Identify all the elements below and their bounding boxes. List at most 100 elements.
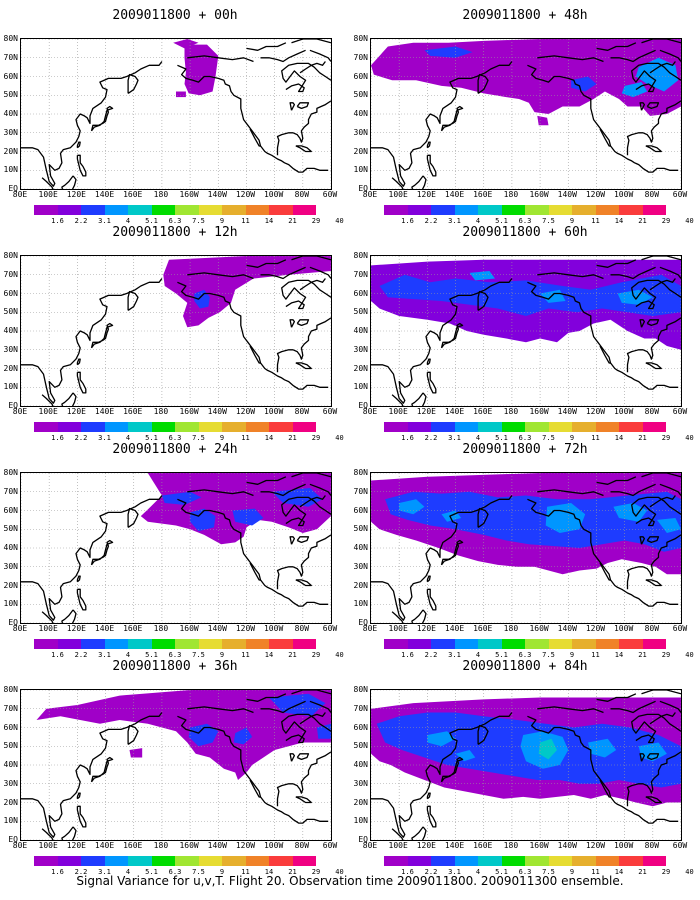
colorbar-swatch — [128, 422, 152, 432]
coastline — [631, 62, 681, 93]
colorbar-swatch — [595, 639, 619, 649]
coastline — [291, 690, 331, 695]
longitude-label: 80W — [294, 407, 310, 416]
colorbar-label: 1.6 — [401, 434, 414, 442]
latitude-label: 70N — [353, 703, 368, 713]
latitude-label: 50N — [353, 90, 368, 100]
latitude-label: 30N — [353, 778, 368, 788]
coastline — [249, 345, 261, 364]
colorbar — [34, 422, 316, 432]
latitude-label: EQ — [358, 618, 368, 627]
latitude-label: 30N — [353, 127, 368, 137]
longitude-label: 160E — [123, 190, 143, 199]
longitude-label: 80W — [294, 190, 310, 199]
latitude-label: 60N — [353, 722, 368, 732]
colorbar-swatch — [269, 856, 293, 866]
coastline — [537, 489, 604, 497]
latitude-label: 50N — [353, 307, 368, 317]
longitude-label: 100W — [263, 190, 284, 199]
colorbar-swatch — [151, 205, 175, 215]
latitude-label: 20N — [353, 146, 368, 156]
coastline — [426, 588, 437, 611]
colorbar-label: 14 — [264, 217, 274, 225]
colorbar-swatch — [269, 205, 293, 215]
latitude-label: 40N — [3, 326, 18, 335]
latitude-label: 60N — [3, 71, 18, 81]
coastline — [276, 317, 331, 373]
colorbar-label: 9 — [219, 217, 225, 225]
coastline — [641, 256, 681, 261]
colorbar-swatch — [81, 639, 105, 649]
colorbar-label: 40 — [685, 217, 694, 225]
longitude-label: 140E — [94, 624, 115, 633]
colorbar-label: 14 — [614, 434, 624, 442]
colorbar-swatch — [384, 856, 408, 866]
latitude-label: 60N — [353, 288, 368, 298]
colorbar-label: 1.6 — [401, 217, 414, 225]
latitude-label: 40N — [353, 760, 368, 769]
colorbar-swatch — [572, 205, 596, 215]
longitude-label: 180 — [503, 407, 519, 416]
longitude-label: 140W — [207, 624, 227, 633]
variance-field — [588, 738, 617, 758]
colorbar-swatch — [292, 205, 316, 215]
colorbar-label: 7.5 — [542, 868, 555, 876]
longitude-label: 100E — [38, 841, 58, 850]
latitude-label: 30N — [353, 561, 368, 571]
colorbar-label: 1.6 — [51, 868, 64, 876]
variance-field — [36, 690, 331, 780]
longitude-label: 120E — [66, 624, 86, 633]
colorbar-swatch — [57, 422, 81, 432]
colorbar-label: 5.1 — [145, 217, 158, 225]
colorbar-swatch — [619, 422, 643, 432]
latitude-label: 70N — [353, 269, 368, 279]
colorbar-label: 4 — [125, 434, 131, 442]
latitude-label: 70N — [3, 52, 18, 62]
coastline — [127, 507, 139, 528]
colorbar-swatch — [478, 422, 502, 432]
colorbar-swatch — [548, 422, 572, 432]
map-panel: 2009011800 + 36h 80N 70N 60N 50N 40N 30N 20N 10N… — [0, 659, 350, 881]
coastline — [276, 100, 331, 156]
latitude-label: 50N — [353, 524, 368, 534]
variance-field — [571, 76, 597, 92]
coastline — [527, 281, 679, 390]
coastline — [246, 476, 287, 485]
colorbar-label: 1.6 — [51, 434, 64, 442]
longitude-label: 60W — [672, 841, 688, 850]
colorbar-swatch — [642, 205, 666, 215]
panel-title: 2009011800 + 12h — [112, 225, 238, 240]
latitude-label: 20N — [3, 580, 18, 590]
coastline — [187, 272, 254, 280]
map-svg — [21, 473, 331, 623]
colorbar-label: 40 — [335, 217, 344, 225]
coastline — [90, 105, 114, 132]
colorbar-swatch — [222, 422, 246, 432]
colorbar-swatch — [81, 856, 105, 866]
colorbar-swatch — [525, 639, 549, 649]
colorbar-swatch — [34, 422, 58, 432]
signal-variance-map — [370, 689, 682, 841]
map-panel: 2009011800 + 72h 80N 70N 60N 50N 40N 30N 20N 10N… — [350, 442, 700, 664]
longitude-label: 160W — [529, 190, 549, 199]
colorbar-swatch — [642, 422, 666, 432]
longitude-label: 140E — [444, 190, 465, 199]
colorbar-swatch — [572, 639, 596, 649]
coastline — [440, 322, 464, 349]
coastline — [599, 345, 611, 364]
colorbar-label: 5.1 — [495, 651, 508, 659]
colorbar-swatch — [222, 639, 246, 649]
coastline — [537, 55, 604, 63]
coastline — [61, 826, 77, 840]
longitude-label: 120W — [235, 624, 256, 633]
colorbar-label: 14 — [614, 868, 624, 876]
latitude-label: 80N — [3, 685, 18, 694]
longitude-label: 140W — [207, 841, 227, 850]
colorbar-swatch — [384, 205, 408, 215]
coastline — [426, 805, 437, 828]
coastline — [187, 706, 254, 714]
coastline — [309, 266, 331, 279]
coastline — [260, 483, 306, 497]
longitude-label: 160E — [123, 624, 143, 633]
latitude-label: EQ — [8, 184, 18, 193]
